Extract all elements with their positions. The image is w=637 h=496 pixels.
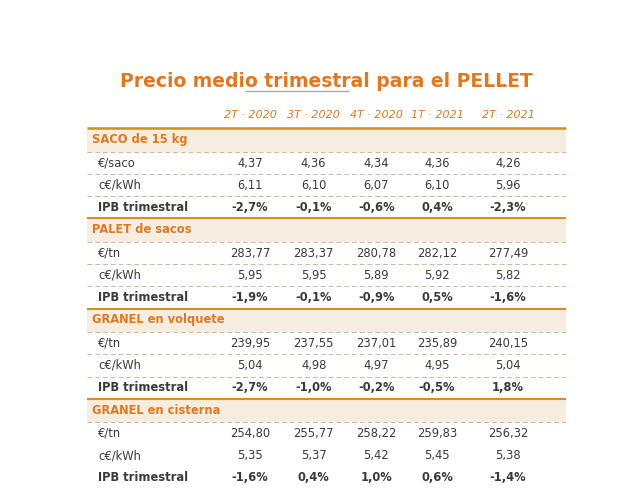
Text: 283,77: 283,77 bbox=[230, 247, 270, 259]
Text: 4,36: 4,36 bbox=[424, 157, 450, 170]
Text: 5,92: 5,92 bbox=[424, 269, 450, 282]
Text: 256,32: 256,32 bbox=[488, 427, 528, 440]
Text: 0,4%: 0,4% bbox=[297, 471, 329, 484]
Text: -0,9%: -0,9% bbox=[358, 291, 394, 304]
Text: -0,6%: -0,6% bbox=[358, 201, 395, 214]
Text: 255,77: 255,77 bbox=[294, 427, 334, 440]
Text: 2T · 2020: 2T · 2020 bbox=[224, 110, 276, 120]
Text: GRANEL en cisterna: GRANEL en cisterna bbox=[92, 404, 220, 417]
Text: 4,37: 4,37 bbox=[237, 157, 262, 170]
Text: c€/kWh: c€/kWh bbox=[98, 359, 141, 372]
Text: c€/kWh: c€/kWh bbox=[98, 179, 141, 191]
Text: 5,82: 5,82 bbox=[496, 269, 521, 282]
Text: -0,1%: -0,1% bbox=[296, 291, 332, 304]
Text: 3T · 2020: 3T · 2020 bbox=[287, 110, 340, 120]
Text: 254,80: 254,80 bbox=[230, 427, 270, 440]
FancyBboxPatch shape bbox=[87, 399, 566, 423]
FancyBboxPatch shape bbox=[87, 128, 566, 152]
Text: -1,9%: -1,9% bbox=[232, 291, 268, 304]
Text: -1,0%: -1,0% bbox=[296, 381, 332, 394]
Text: 282,12: 282,12 bbox=[417, 247, 457, 259]
Text: 4,95: 4,95 bbox=[424, 359, 450, 372]
Text: 4,98: 4,98 bbox=[301, 359, 326, 372]
Text: 5,95: 5,95 bbox=[301, 269, 326, 282]
Text: 240,15: 240,15 bbox=[488, 337, 528, 350]
Text: -1,6%: -1,6% bbox=[490, 291, 527, 304]
Text: 5,38: 5,38 bbox=[496, 449, 521, 462]
Text: 5,35: 5,35 bbox=[237, 449, 263, 462]
Text: 280,78: 280,78 bbox=[356, 247, 396, 259]
Text: €/saco: €/saco bbox=[98, 157, 136, 170]
Text: 0,4%: 0,4% bbox=[421, 201, 453, 214]
Text: -2,3%: -2,3% bbox=[490, 201, 526, 214]
Text: IPB trimestral: IPB trimestral bbox=[98, 201, 188, 214]
Text: 4,26: 4,26 bbox=[496, 157, 521, 170]
Text: 5,37: 5,37 bbox=[301, 449, 327, 462]
Text: GRANEL en volquete: GRANEL en volquete bbox=[92, 313, 224, 326]
Text: 239,95: 239,95 bbox=[230, 337, 270, 350]
Text: -0,5%: -0,5% bbox=[419, 381, 455, 394]
Text: 1,8%: 1,8% bbox=[492, 381, 524, 394]
Text: -0,1%: -0,1% bbox=[296, 201, 332, 214]
Text: 4,36: 4,36 bbox=[301, 157, 326, 170]
Text: 277,49: 277,49 bbox=[488, 247, 528, 259]
Text: 5,96: 5,96 bbox=[496, 179, 521, 191]
Text: 4,97: 4,97 bbox=[364, 359, 389, 372]
Text: PALET de sacos: PALET de sacos bbox=[92, 223, 192, 236]
FancyBboxPatch shape bbox=[87, 218, 566, 242]
Text: -1,4%: -1,4% bbox=[490, 471, 526, 484]
Text: 235,89: 235,89 bbox=[417, 337, 457, 350]
Text: 5,04: 5,04 bbox=[237, 359, 262, 372]
Text: 5,04: 5,04 bbox=[496, 359, 521, 372]
Text: 4T · 2020: 4T · 2020 bbox=[350, 110, 403, 120]
Text: 6,10: 6,10 bbox=[301, 179, 326, 191]
Text: -1,6%: -1,6% bbox=[232, 471, 268, 484]
Text: 5,45: 5,45 bbox=[424, 449, 450, 462]
Text: SACO de 15 kg: SACO de 15 kg bbox=[92, 133, 187, 146]
Text: Precio medio trimestral para el PELLET: Precio medio trimestral para el PELLET bbox=[120, 72, 533, 91]
FancyBboxPatch shape bbox=[87, 309, 566, 332]
Text: 4,34: 4,34 bbox=[364, 157, 389, 170]
Text: €/tn: €/tn bbox=[98, 337, 121, 350]
Text: 258,22: 258,22 bbox=[356, 427, 396, 440]
Text: IPB trimestral: IPB trimestral bbox=[98, 471, 188, 484]
Text: 5,42: 5,42 bbox=[364, 449, 389, 462]
Text: 5,95: 5,95 bbox=[237, 269, 262, 282]
Text: €/tn: €/tn bbox=[98, 427, 121, 440]
Text: 6,10: 6,10 bbox=[424, 179, 450, 191]
Text: c€/kWh: c€/kWh bbox=[98, 269, 141, 282]
Text: IPB trimestral: IPB trimestral bbox=[98, 381, 188, 394]
Text: 259,83: 259,83 bbox=[417, 427, 457, 440]
Text: IPB trimestral: IPB trimestral bbox=[98, 291, 188, 304]
Text: 283,37: 283,37 bbox=[294, 247, 334, 259]
Text: -0,2%: -0,2% bbox=[358, 381, 394, 394]
Text: 5,89: 5,89 bbox=[364, 269, 389, 282]
Text: 237,55: 237,55 bbox=[294, 337, 334, 350]
Text: -2,7%: -2,7% bbox=[232, 381, 268, 394]
Text: 6,11: 6,11 bbox=[237, 179, 262, 191]
Text: €/tn: €/tn bbox=[98, 247, 121, 259]
Text: -2,7%: -2,7% bbox=[232, 201, 268, 214]
Text: 237,01: 237,01 bbox=[356, 337, 396, 350]
Text: 6,07: 6,07 bbox=[364, 179, 389, 191]
Text: 0,6%: 0,6% bbox=[421, 471, 453, 484]
Text: 0,5%: 0,5% bbox=[421, 291, 453, 304]
Text: 1T · 2021: 1T · 2021 bbox=[411, 110, 464, 120]
Text: c€/kWh: c€/kWh bbox=[98, 449, 141, 462]
Text: 1,0%: 1,0% bbox=[361, 471, 392, 484]
Text: 2T · 2021: 2T · 2021 bbox=[482, 110, 534, 120]
